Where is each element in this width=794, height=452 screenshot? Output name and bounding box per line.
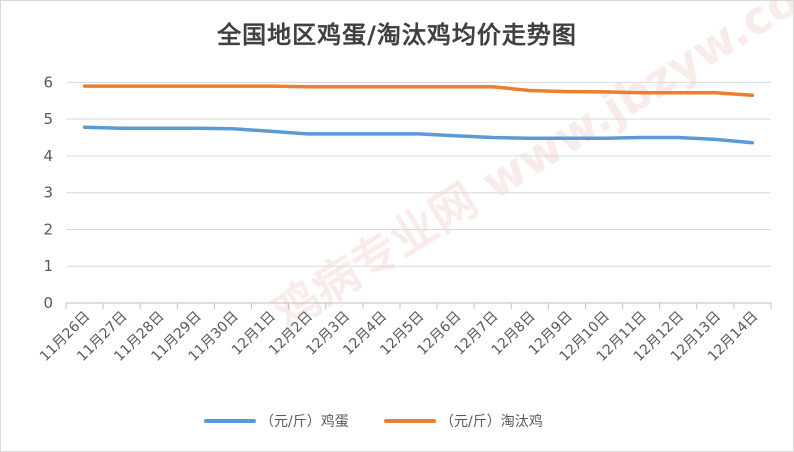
y-tick-label: 5 bbox=[43, 110, 53, 128]
series-line-1 bbox=[82, 125, 755, 145]
y-tick-label: 4 bbox=[43, 147, 53, 165]
series-line-2 bbox=[82, 84, 755, 98]
watermark: 鸡病专业网 www.jbzyw.com bbox=[263, 1, 793, 340]
legend-label-1: （元/斤）鸡蛋 bbox=[260, 413, 349, 430]
y-tick-label: 6 bbox=[43, 73, 53, 91]
y-tick-label: 2 bbox=[43, 220, 53, 238]
y-tick-label: 3 bbox=[43, 184, 53, 202]
chart-title: 全国地区鸡蛋/淘汰鸡均价走势图 bbox=[217, 21, 577, 49]
legend-label-2: （元/斤）淘汰鸡 bbox=[440, 413, 543, 430]
y-tick-label: 1 bbox=[43, 257, 53, 275]
y-tick-label: 0 bbox=[43, 294, 53, 312]
